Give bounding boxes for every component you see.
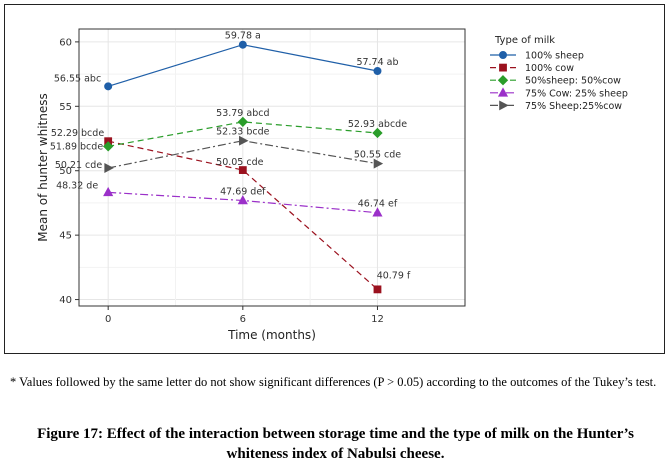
y-tick-label: 60 <box>59 37 72 48</box>
series-50-sheep-50-cow <box>103 116 383 152</box>
legend-item: 75% Sheep:25%cow <box>490 100 622 112</box>
series-75-cow-25-sheep <box>103 186 383 217</box>
data-point <box>238 166 247 174</box>
legend-item: 75% Cow: 25% sheep <box>490 87 628 99</box>
data-label: 52.33 bcde <box>216 127 270 138</box>
y-tick-label: 50 <box>59 166 72 177</box>
line-chart: 40 45 50 55 60 0 6 12 56.55 abc 59.78 a 57.74 ab 5… <box>36 28 628 342</box>
data-point <box>373 285 382 294</box>
legend-item: 50%sheep: 50%cow <box>490 75 621 87</box>
series-line <box>108 140 378 290</box>
figure-caption: Figure 17: Effect of the interaction bet… <box>37 426 634 462</box>
legend-marker <box>497 87 509 97</box>
data-point <box>373 158 384 169</box>
legend-item: 100% cow <box>490 63 574 74</box>
data-label: 40.79 f <box>377 270 411 281</box>
figure-frame: 40 45 50 55 60 0 6 12 56.55 abc 59.78 a 57.74 ab 5… <box>4 4 665 354</box>
data-label: 51.89 bcde <box>50 141 104 152</box>
data-label: 59.78 a <box>225 31 261 42</box>
data-label: 46.74 ef <box>358 199 398 210</box>
legend-label: 75% Cow: 25% sheep <box>525 88 628 99</box>
data-point <box>104 82 113 91</box>
legend-marker <box>499 63 507 72</box>
data-label: 48.32 de <box>56 180 98 191</box>
series-line <box>108 140 378 169</box>
data-label: 50.05 cde <box>216 157 263 168</box>
data-label: 52.29 bcde <box>51 128 105 139</box>
data-label: 56.55 abc <box>54 73 101 84</box>
y-axis-title: Mean of hunter whitness <box>36 93 50 242</box>
data-label: 57.74 ab <box>356 57 398 68</box>
data-label: 50.55 cde <box>354 150 401 161</box>
series-line <box>108 121 378 147</box>
data-point <box>238 40 247 49</box>
legend-marker <box>499 100 509 111</box>
data-point <box>372 127 383 139</box>
data-point <box>104 163 114 173</box>
data-label: 50.21 cde <box>55 160 102 171</box>
legend-item: 100% sheep <box>490 51 584 62</box>
data-point <box>103 141 114 152</box>
legend-marker <box>498 51 507 60</box>
data-point <box>237 116 248 128</box>
data-label: 52.93 abcde <box>348 119 407 130</box>
footnote: * Values followed by the same letter do … <box>10 375 657 389</box>
x-axis-title: Time (months) <box>227 328 316 342</box>
legend-label: 100% cow <box>525 63 574 74</box>
plot-border <box>78 28 466 307</box>
legend-label: 75% Sheep:25%cow <box>525 101 622 112</box>
x-tick-label: 0 <box>105 314 111 325</box>
data-point <box>237 195 248 205</box>
legend-title: Type of milk <box>494 35 555 46</box>
data-point <box>372 207 383 217</box>
x-tick-label: 12 <box>371 314 384 325</box>
data-label: 53.79 abcd <box>216 108 269 119</box>
legend-label: 50%sheep: 50%cow <box>525 76 621 87</box>
data-point <box>373 67 382 76</box>
series-100-sheep <box>104 40 382 91</box>
data-point <box>239 135 249 146</box>
y-tick-label: 55 <box>59 102 72 113</box>
series-75-sheep-25-cow <box>104 135 384 173</box>
data-point <box>103 186 114 197</box>
data-label: 47.69 def <box>220 186 266 197</box>
y-tick-label: 45 <box>59 231 72 242</box>
legend-label: 100% sheep <box>525 51 584 62</box>
legend-marker <box>497 75 509 86</box>
x-tick-label: 6 <box>240 314 246 325</box>
y-tick-label: 40 <box>59 295 72 306</box>
